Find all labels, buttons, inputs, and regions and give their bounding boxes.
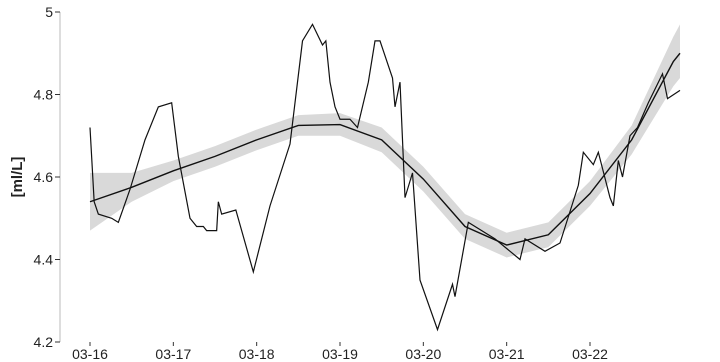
y-tick-label: 5 — [45, 4, 53, 20]
y-tick-label: 4.6 — [34, 169, 54, 185]
y-tick-label: 4.2 — [34, 334, 54, 350]
y-axis-label: [ml/L] — [9, 157, 26, 198]
x-tick-label: 03-19 — [322, 346, 358, 362]
y-tick-label: 4.8 — [34, 87, 54, 103]
x-tick-label: 03-20 — [405, 346, 441, 362]
y-tick-label: 4.4 — [34, 252, 54, 268]
x-tick-label: 03-21 — [489, 346, 525, 362]
data-line — [89, 23, 681, 332]
confidence-band — [90, 24, 680, 258]
x-tick-label: 03-16 — [72, 346, 108, 362]
x-tick-label: 03-18 — [239, 346, 275, 362]
smooth-line — [89, 52, 681, 246]
x-tick-label: 03-17 — [155, 346, 191, 362]
x-tick-label: 03-22 — [572, 346, 608, 362]
